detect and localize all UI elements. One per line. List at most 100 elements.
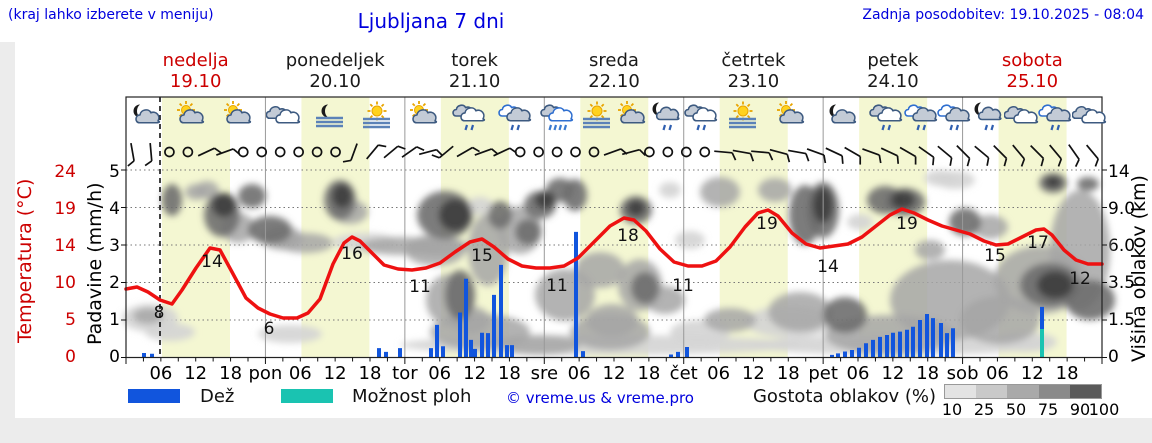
wind-barb-icon [993,145,1008,167]
weather-moon-fog-icon [312,99,348,135]
temperature-value-label: 16 [341,244,363,264]
day-date-torek: 21.10 [448,71,501,92]
wind-barbs-row [127,142,1100,168]
time-label-12: 12 [463,363,487,384]
time-label-pon: pon [248,363,283,384]
day-name-ponedeljek: ponedeljek [285,50,385,71]
rain-bar [150,353,154,358]
wind-barb-icon [456,146,480,158]
weather-cloudy-icon [1003,99,1040,135]
time-label-12: 12 [1020,363,1044,384]
temperature-value-label: 15 [471,246,493,266]
wind-calm-icon [164,146,175,158]
cloud-density-scale-value: 90 [1069,400,1091,419]
copyright-link[interactable]: © vreme.us & vreme.pro [506,389,694,407]
day-date-sobota: 25.10 [1006,71,1059,92]
wind-barb-icon [383,145,406,159]
weather-sun-fog-icon [579,99,615,135]
wind-calm-icon [644,146,655,158]
rain-bar [505,345,509,358]
wind-barb-icon [144,142,153,167]
wind-calm-icon [274,146,286,158]
day-name-petek: petek [867,50,919,71]
weather-rain-blue-icon [937,99,973,135]
daytime-band [301,97,370,358]
day-date-petek: 24.10 [867,71,919,92]
time-label-06: 06 [149,363,173,384]
weather-cloudy-icon [265,99,302,135]
wind-barb-icon [899,146,917,165]
wind-barb-icon [418,148,443,156]
temperature-tick: 19 [54,199,76,219]
wind-calm-icon [533,146,544,158]
wind-barb-icon [937,145,953,166]
time-label-12: 12 [741,363,765,384]
time-label-06: 06 [288,363,312,384]
day-name-sobota: sobota [1001,50,1063,71]
showers-legend-label: Možnost ploh [352,386,472,407]
temperature-value-label: 17 [1027,233,1049,253]
temperature-tick: 0 [65,347,76,367]
page-title: Ljubljana 7 dni [357,9,505,33]
wind-calm-icon [551,146,563,158]
time-label-06: 06 [428,363,452,384]
weather-cloudy-icon [1071,99,1108,135]
wind-barb-icon [127,142,135,167]
precip-tick: 5 [109,162,120,182]
cloud-density-step [1007,385,1039,398]
menu-hint[interactable]: (kraj lahko izberete v meniju) [8,7,214,23]
weather-moon-rain-icon [970,99,1006,135]
temperature-value-label: 14 [817,257,839,277]
showers-legend-swatch [281,389,333,403]
rain-bar [458,312,462,358]
rain-bar [931,318,935,358]
time-label-18: 18 [497,363,521,384]
weather-sun-fog-icon [725,99,761,135]
weather-rain-blue-icon [498,99,534,135]
day-date-ponedeljek: 20.10 [309,71,361,92]
rain-bar [492,294,496,358]
cloud-density-scale-value: 10 [941,400,963,419]
wind-barb-icon [1068,144,1080,168]
wind-calm-icon [330,146,341,158]
rain-bar [441,346,445,358]
day-name-četrtek: četrtek [721,50,786,71]
wind-barb-icon [1049,144,1063,167]
weather-sun-cloud-icon [613,99,649,135]
rain-legend-label: Dež [200,386,235,407]
rain-bar [1040,306,1044,329]
time-label-18: 18 [358,363,382,384]
wind-barb-icon [714,150,737,161]
rain-legend-swatch [128,389,180,403]
cloud-height-tick: 6.0 [1108,236,1136,256]
weather-sun-cloud-icon [172,99,208,135]
rain-bar [142,353,146,358]
day-date-nedelja: 19.10 [169,71,222,92]
wind-barb-icon [401,146,425,158]
weather-moon-cloud-icon [823,99,859,135]
temperature-value-label: 11 [546,276,568,296]
wind-barb-icon [862,148,882,164]
wind-calm-icon [680,146,692,158]
wind-calm-icon [256,146,268,158]
weather-rain-blue-icon [904,99,940,135]
cloud-density-step [1069,385,1101,398]
rain-bar [891,332,895,358]
rain-bar [685,347,689,358]
rain-bar [857,347,861,358]
weather-rain-icon [684,99,720,135]
weather-rain-icon [869,99,905,135]
rain-bar [864,343,868,358]
temperature-value-label: 8 [153,303,165,323]
time-label-čet: čet [669,363,698,384]
time-label-tor: tor [392,363,418,384]
shower-bar [1040,329,1044,358]
rain-bar [510,345,514,358]
temperature-value-label: 19 [756,214,778,234]
weather-moon-rain-icon [648,99,684,135]
time-label-18: 18 [916,363,940,384]
day-date-četrtek: 23.10 [727,71,780,92]
day-name-nedelja: nedelja [162,50,229,71]
cloud-density-step [945,385,977,398]
